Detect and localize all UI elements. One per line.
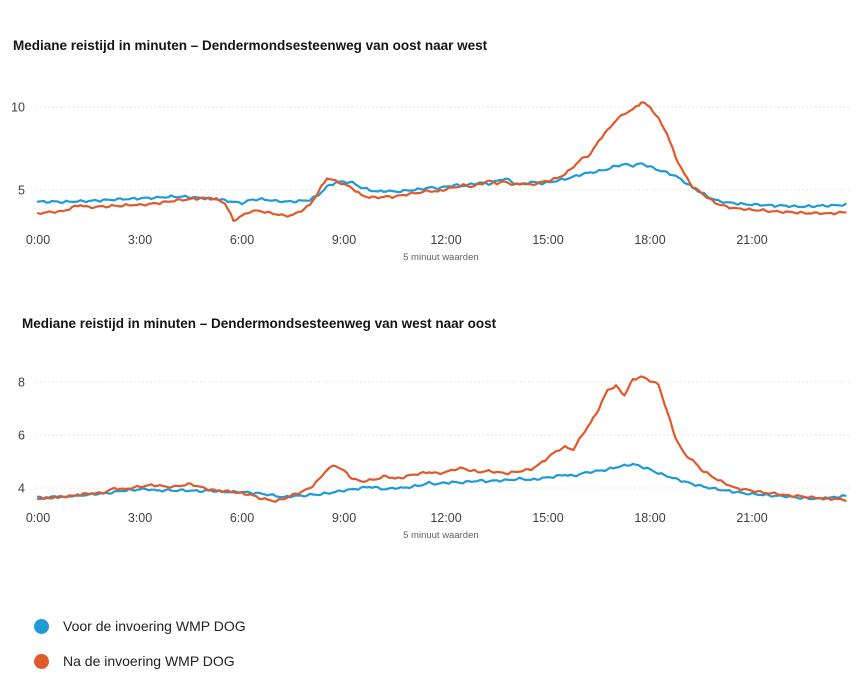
legend-dot-na-icon [34,653,49,669]
x-axis-label: 5 minuut waarden [403,530,479,541]
legend-item-voor: Voor de invoering WMP DOG [34,616,246,636]
y-tick-label: 8 [18,376,25,390]
x-tick-label: 21:00 [736,233,767,247]
x-tick-label: 12:00 [430,233,461,247]
y-tick-label: 6 [18,429,25,443]
legend-item-na: Na de invoering WMP DOG [34,651,246,671]
x-tick-label: 9:00 [332,511,356,525]
chart-title-west-naar-oost: Mediane reistijd in minuten – Dendermond… [22,316,497,331]
y-tick-label: 10 [11,101,25,115]
x-tick-label: 15:00 [532,233,563,247]
x-tick-label: 18:00 [634,511,665,525]
x-tick-label: 6:00 [230,511,254,525]
x-tick-label: 21:00 [736,511,767,525]
y-tick-label: 5 [18,184,25,198]
x-tick-label: 3:00 [128,233,152,247]
series-line-na [36,375,847,503]
chart-title-oost-naar-west: Mediane reistijd in minuten – Dendermond… [13,38,488,53]
x-tick-label: 18:00 [634,233,665,247]
x-tick-label: 0:00 [26,511,50,525]
x-tick-label: 9:00 [332,233,356,247]
x-axis-label: 5 minuut waarden [403,252,479,263]
x-tick-label: 15:00 [532,511,563,525]
legend-dot-voor-icon [34,618,49,634]
series-line-voor [36,162,847,209]
series-line-voor [36,462,847,501]
x-tick-label: 12:00 [430,511,461,525]
y-tick-label: 4 [18,482,25,496]
x-tick-label: 6:00 [230,233,254,247]
legend-label-na: Na de invoering WMP DOG [63,653,235,669]
legend-label-voor: Voor de invoering WMP DOG [63,618,246,634]
x-tick-label: 3:00 [128,511,152,525]
series-line-na [36,101,847,222]
x-tick-label: 0:00 [26,233,50,247]
line-chart-west-naar-oost: 4 6 8 0:00 3:00 6:00 9:00 12:00 15:00 18:00 21:00 5… [18,375,852,541]
line-chart-oost-naar-west: 5 10 0:00 3:00 6:00 9:00 12:00 15:00 18:00 21:00 5… [11,101,852,263]
legend: Voor de invoering WMP DOG Na de invoerin… [34,616,246,686]
